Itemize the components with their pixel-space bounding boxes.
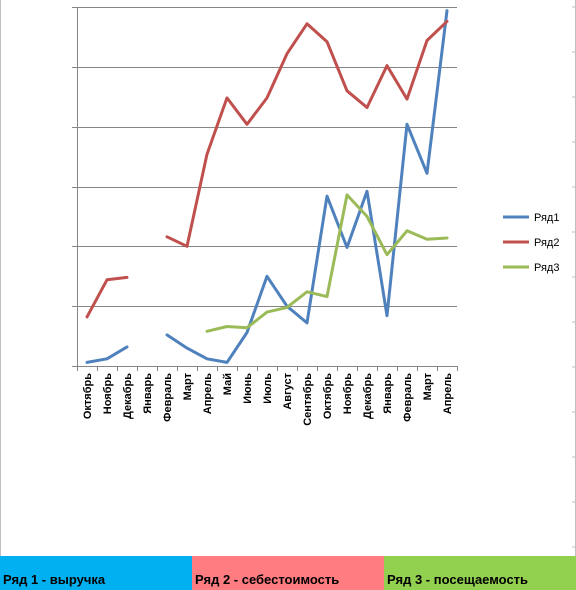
x-tick-label: Май [222,373,234,395]
x-tick-label: Ноябрь [102,373,114,414]
x-tick-label: Июль [262,373,274,404]
series-description-bar: Ряд 1 - выручка Ряд 2 - себестоимость Ря… [0,556,576,590]
legend-label-series-2: Ряд2 [534,237,559,249]
series2-description-text: Ряд 2 - себестоимость [195,571,340,587]
series1-description: Ряд 1 - выручка [0,556,192,590]
line-chart: Октябрь Ноябрь Декабрь Январь Февраль Март Апр… [0,0,576,556]
series3-description: Ряд 3 - посещаемость [384,556,576,590]
series2-description: Ряд 2 - себестоимость [192,556,384,590]
series-1-line [165,9,449,364]
series-1-line [85,345,129,364]
x-tick-label: Февраль [162,373,174,422]
x-tick-label: Октябрь [322,373,334,419]
legend-label-series-1: Ряд1 [534,212,559,224]
x-tick-label: Март [182,372,194,400]
series-2-line [85,275,129,319]
x-tick-label: Январь [382,373,394,414]
x-tick-label: Июнь [242,373,254,404]
x-tick-label: Сентябрь [302,373,314,426]
legend-label-series-3: Ряд3 [534,262,559,274]
x-tick-label: Апрель [202,373,214,414]
x-tick-label: Март [422,372,434,400]
x-tick-label: Декабрь [122,373,134,419]
x-tick-label: Декабрь [362,373,374,419]
chart-area: Октябрь Ноябрь Декабрь Январь Февраль Март Апр… [0,0,576,556]
x-tick-label: Август [282,372,294,409]
x-tick-label: Январь [142,373,154,414]
series-3-line [205,193,449,333]
x-tick-label: Ноябрь [342,373,354,414]
x-tick-label: Апрель [442,373,454,414]
series3-description-text: Ряд 3 - посещаемость [387,571,529,587]
x-tick-label: Февраль [402,373,414,422]
series1-description-text: Ряд 1 - выручка [3,571,106,587]
x-tick-label: Октябрь [82,373,94,419]
